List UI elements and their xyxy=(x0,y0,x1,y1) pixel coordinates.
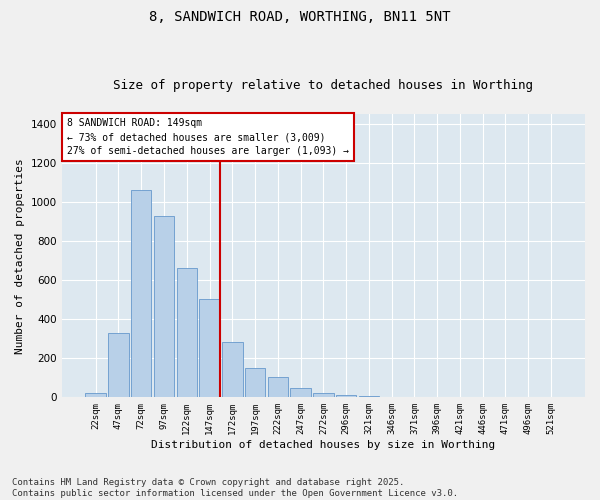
Text: 8, SANDWICH ROAD, WORTHING, BN11 5NT: 8, SANDWICH ROAD, WORTHING, BN11 5NT xyxy=(149,10,451,24)
Text: 8 SANDWICH ROAD: 149sqm
← 73% of detached houses are smaller (3,009)
27% of semi: 8 SANDWICH ROAD: 149sqm ← 73% of detache… xyxy=(67,118,349,156)
Bar xyxy=(359,396,379,398)
Bar xyxy=(85,394,106,398)
X-axis label: Distribution of detached houses by size in Worthing: Distribution of detached houses by size … xyxy=(151,440,496,450)
Bar xyxy=(336,395,356,398)
Bar xyxy=(176,268,197,398)
Y-axis label: Number of detached properties: Number of detached properties xyxy=(15,158,25,354)
Bar xyxy=(222,342,242,398)
Bar xyxy=(313,394,334,398)
Bar xyxy=(108,333,129,398)
Bar xyxy=(245,368,265,398)
Text: Contains HM Land Registry data © Crown copyright and database right 2025.
Contai: Contains HM Land Registry data © Crown c… xyxy=(12,478,458,498)
Bar xyxy=(199,298,220,398)
Bar xyxy=(290,388,311,398)
Bar xyxy=(268,377,288,398)
Bar xyxy=(154,216,174,398)
Title: Size of property relative to detached houses in Worthing: Size of property relative to detached ho… xyxy=(113,79,533,92)
Bar xyxy=(131,190,151,398)
